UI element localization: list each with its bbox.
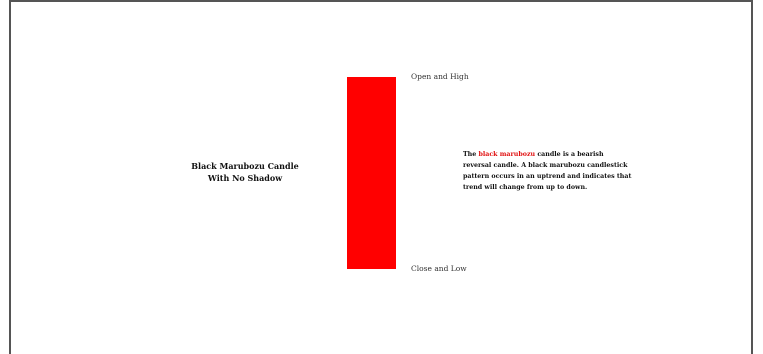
title-line-2: With No Shadow — [207, 173, 283, 183]
candle-body — [347, 77, 396, 269]
description-highlight: black marubozu — [478, 151, 536, 158]
description-line-4: trend will change from up to down. — [463, 184, 588, 191]
description-line-3: pattern occurs in an uptrend and indicat… — [463, 173, 632, 180]
close-low-label: Close and Low — [411, 264, 467, 273]
marubozu-candle — [347, 77, 396, 269]
frame-border — [9, 0, 753, 354]
title-line-1: Black Marubozu Candle — [191, 161, 299, 171]
description-line-2: reversal candle. A black marubozu candle… — [463, 162, 628, 169]
description-line-1: The black marubozu candle is a bearish — [463, 149, 703, 160]
description-line-1-rest: candle is a bearish — [535, 151, 604, 158]
description-prefix: The — [463, 151, 479, 158]
open-high-label: Open and High — [411, 72, 469, 81]
description-text: The black marubozu candle is a bearish r… — [463, 149, 703, 193]
diagram-title: Black Marubozu Candle With No Shadow — [170, 160, 320, 184]
